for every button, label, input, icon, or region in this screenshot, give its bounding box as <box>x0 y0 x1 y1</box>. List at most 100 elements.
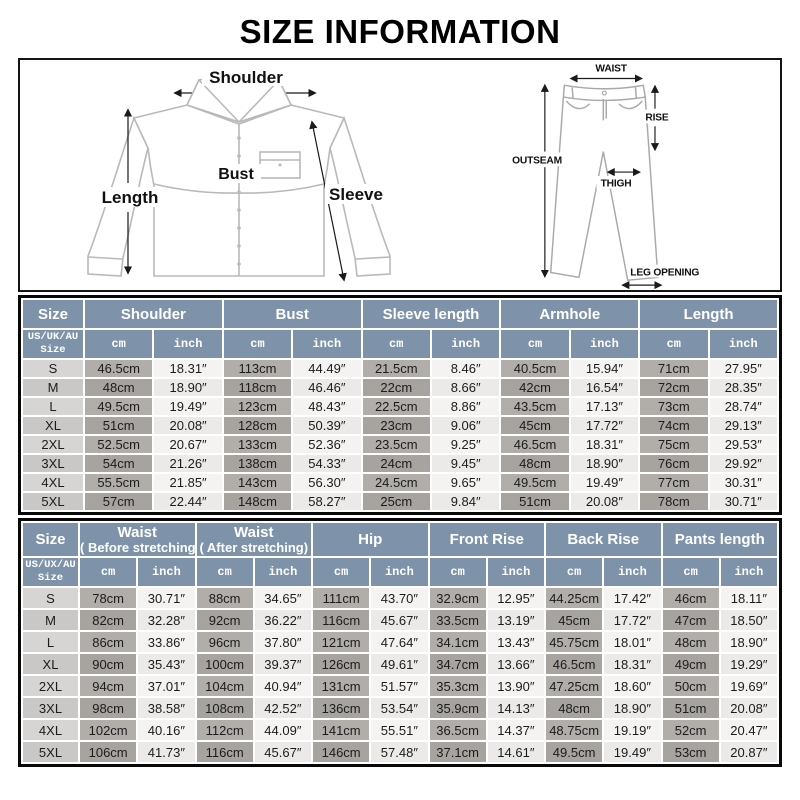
cm-value-cell: 46.5cm <box>546 654 603 674</box>
inch-value-cell: 28.35″ <box>709 379 777 396</box>
size-cell: M <box>23 610 78 630</box>
inch-value-cell: 17.13″ <box>570 398 639 415</box>
size-row-3XL: 3XL 54cm 21.26″ 138cm 54.33″ 24cm 9.45″ 48cm 18.… <box>23 455 777 472</box>
cm-value-cell: 53cm <box>662 742 719 762</box>
inch-value-cell: 19.29″ <box>720 654 777 674</box>
inch-value-cell: 43.70″ <box>371 588 428 608</box>
size-row-S: S 78cm 30.71″ 88cm 34.65″ 111cm 43.70″ 32.9cm 12… <box>23 588 777 608</box>
inch-value-cell: 18.31″ <box>604 654 661 674</box>
inch-value-cell: 38.58″ <box>138 698 195 718</box>
unit-header-cm: cm <box>313 558 370 586</box>
unit-header-cm: cm <box>223 330 292 358</box>
cm-value-cell: 48cm <box>85 379 153 396</box>
size-row-L: L 49.5cm 19.49″ 123cm 48.43″ 22.5cm 8.86″ 43.5c… <box>23 398 777 415</box>
cm-value-cell: 55.5cm <box>85 474 153 491</box>
cm-value-cell: 21.5cm <box>362 360 430 377</box>
col-header-hip: Hip <box>313 523 428 556</box>
page-title: SIZE INFORMATION <box>239 13 561 50</box>
unit-header-cm: cm <box>640 330 708 358</box>
cm-value-cell: 118cm <box>223 379 292 396</box>
inch-value-cell: 35.43″ <box>138 654 195 674</box>
inch-value-cell: 19.49″ <box>604 742 661 762</box>
size-cell: 3XL <box>23 698 78 718</box>
cm-value-cell: 141cm <box>313 720 370 740</box>
cm-value-cell: 35.3cm <box>429 676 486 696</box>
cm-value-cell: 50cm <box>662 676 719 696</box>
inch-value-cell: 18.90″ <box>720 632 777 652</box>
cm-value-cell: 46cm <box>662 588 719 608</box>
inch-value-cell: 33.86″ <box>138 632 195 652</box>
cm-value-cell: 133cm <box>223 436 292 453</box>
inch-value-cell: 15.94″ <box>570 360 639 377</box>
inch-value-cell: 20.08″ <box>720 698 777 718</box>
col-header-front-rise: Front Rise <box>429 523 544 556</box>
inch-value-cell: 19.49″ <box>154 398 222 415</box>
cm-value-cell: 102cm <box>80 720 137 740</box>
shirt-table-header-row: Size Shoulder Bust Sleeve length Armhole… <box>23 300 777 328</box>
unit-header-inch: inch <box>604 558 661 586</box>
cm-value-cell: 74cm <box>640 417 708 434</box>
cm-value-cell: 48cm <box>501 455 569 472</box>
cm-value-cell: 86cm <box>80 632 137 652</box>
inch-value-cell: 20.67″ <box>154 436 222 453</box>
size-row-XL: XL 90cm 35.43″ 100cm 39.37″ 126cm 49.61″ 34.7cm… <box>23 654 777 674</box>
size-units-line1: US/UK/AU <box>27 331 79 344</box>
size-row-4XL: 4XL 102cm 40.16″ 112cm 44.09″ 141cm 55.51″ 36.5… <box>23 720 777 740</box>
unit-header-inch: inch <box>431 330 500 358</box>
size-cell: 3XL <box>23 455 83 472</box>
size-cell: XL <box>23 654 78 674</box>
pants-outseam-label: OUTSEAM <box>512 155 562 166</box>
pants-size-table: Size Waist ( Before stretching) Waist ( … <box>18 518 782 767</box>
col-header-bust: Bust <box>223 300 361 328</box>
cm-value-cell: 22cm <box>362 379 430 396</box>
size-cell: XL <box>23 417 83 434</box>
cm-value-cell: 131cm <box>313 676 370 696</box>
inch-value-cell: 34.65″ <box>254 588 311 608</box>
shirt-shoulder-label: Shoulder <box>209 68 283 87</box>
cm-value-cell: 51cm <box>662 698 719 718</box>
cm-value-cell: 25cm <box>362 493 430 510</box>
inch-value-cell: 53.54″ <box>371 698 428 718</box>
inch-value-cell: 12.95″ <box>487 588 544 608</box>
cm-value-cell: 77cm <box>640 474 708 491</box>
inch-value-cell: 21.26″ <box>154 455 222 472</box>
size-row-L: L 86cm 33.86″ 96cm 37.80″ 121cm 47.64″ 34.1cm 13… <box>23 632 777 652</box>
cm-value-cell: 76cm <box>640 455 708 472</box>
unit-header-inch: inch <box>293 330 361 358</box>
cm-value-cell: 116cm <box>313 610 370 630</box>
cm-value-cell: 24.5cm <box>362 474 430 491</box>
inch-value-cell: 40.94″ <box>254 676 311 696</box>
cm-value-cell: 78cm <box>640 493 708 510</box>
inch-value-cell: 9.25″ <box>431 436 500 453</box>
size-row-5XL: 5XL 106cm 41.73″ 116cm 45.67″ 146cm 57.48″ 37.1… <box>23 742 777 762</box>
cm-value-cell: 32.9cm <box>429 588 486 608</box>
inch-value-cell: 48.43″ <box>293 398 361 415</box>
cm-value-cell: 42cm <box>501 379 569 396</box>
cm-value-cell: 106cm <box>80 742 137 762</box>
inch-value-cell: 17.72″ <box>570 417 639 434</box>
cm-value-cell: 96cm <box>196 632 253 652</box>
inch-value-cell: 44.49″ <box>293 360 361 377</box>
size-row-5XL: 5XL 57cm 22.44″ 148cm 58.27″ 25cm 9.84″ 51cm 20.… <box>23 493 777 510</box>
col-header-waist-before: Waist ( Before stretching) <box>80 523 195 556</box>
inch-value-cell: 18.11″ <box>720 588 777 608</box>
inch-value-cell: 14.61″ <box>487 742 544 762</box>
pants-waist-label: WAIST <box>595 64 627 75</box>
cm-value-cell: 44.25cm <box>546 588 603 608</box>
cm-value-cell: 22.5cm <box>362 398 430 415</box>
cm-value-cell: 49.5cm <box>85 398 153 415</box>
inch-value-cell: 17.72″ <box>604 610 661 630</box>
inch-value-cell: 17.42″ <box>604 588 661 608</box>
unit-header-inch: inch <box>570 330 639 358</box>
cm-value-cell: 94cm <box>80 676 137 696</box>
inch-value-cell: 30.31″ <box>709 474 777 491</box>
cm-value-cell: 128cm <box>223 417 292 434</box>
cm-value-cell: 78cm <box>80 588 137 608</box>
unit-header-cm: cm <box>85 330 153 358</box>
unit-header-inch: inch <box>487 558 544 586</box>
cm-value-cell: 146cm <box>313 742 370 762</box>
cm-value-cell: 82cm <box>80 610 137 630</box>
cm-value-cell: 113cm <box>223 360 292 377</box>
inch-value-cell: 9.84″ <box>431 493 500 510</box>
col-header-back-rise: Back Rise <box>546 523 661 556</box>
